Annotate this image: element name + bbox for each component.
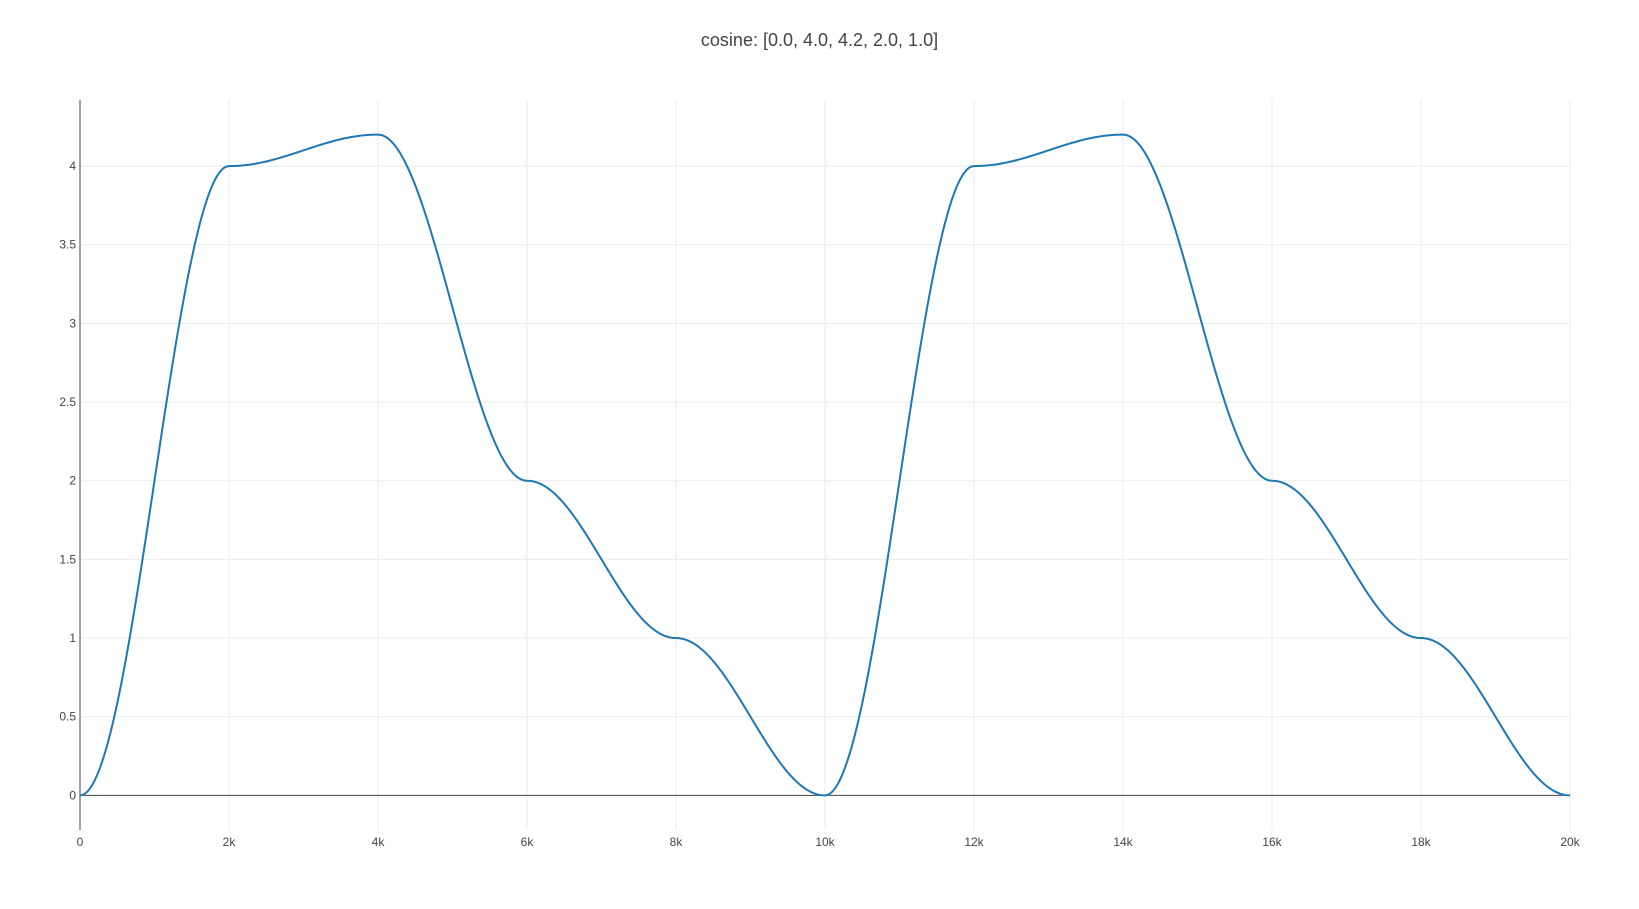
x-tick-label: 4k [372, 835, 386, 849]
x-tick-label: 20k [1560, 835, 1580, 849]
y-tick-label: 0 [69, 788, 76, 802]
x-tick-label: 2k [223, 835, 237, 849]
x-tick-label: 16k [1262, 835, 1282, 849]
series-line [79, 133, 1571, 797]
y-tick-label: 4 [69, 159, 76, 173]
x-tick-label: 14k [1113, 835, 1133, 849]
x-tick-label: 8k [670, 835, 684, 849]
y-tick-label: 1.5 [59, 552, 76, 566]
x-tick-label: 6k [521, 835, 535, 849]
chart-title: cosine: [0.0, 4.0, 4.2, 2.0, 1.0] [700, 30, 939, 50]
y-tick-label: 2.5 [59, 395, 76, 409]
y-tick-label: 2 [69, 474, 76, 488]
x-tick-label: 10k [815, 835, 835, 849]
x-tick-label: 0 [77, 835, 84, 849]
x-tick-label: 12k [964, 835, 984, 849]
y-tick-label: 3.5 [59, 238, 76, 252]
x-tick-label: 18k [1411, 835, 1431, 849]
y-tick-label: 1 [69, 631, 76, 645]
y-tick-label: 3 [69, 316, 76, 330]
y-tick-label: 0.5 [59, 710, 76, 724]
